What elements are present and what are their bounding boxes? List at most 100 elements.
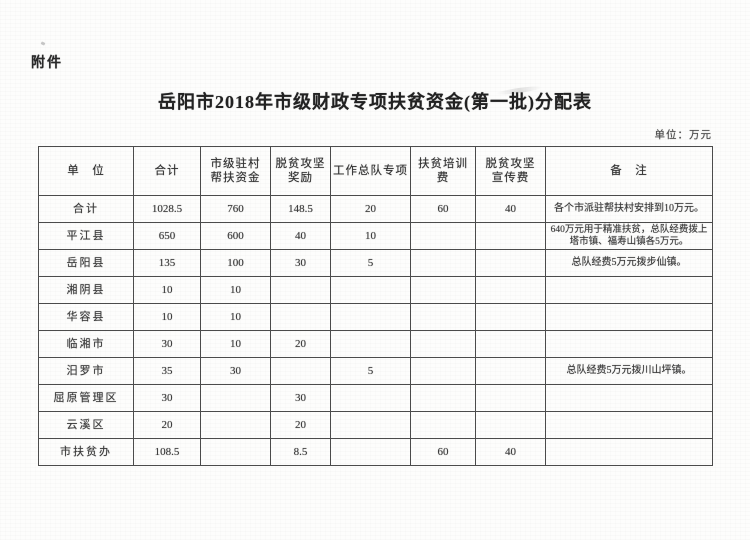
- cell-unit: 平江县: [38, 222, 134, 250]
- cell-reward: 30: [270, 384, 331, 412]
- document-title: 岳阳市2018年市级财政专项扶贫资金(第一批)分配表: [158, 92, 592, 112]
- cell-remark: [545, 330, 713, 358]
- attachment-label: 附件: [31, 56, 63, 71]
- cell-work-team: [330, 384, 411, 412]
- cell-total: 20: [133, 411, 201, 439]
- table-row: 汨罗市 35 30 5 总队经费5万元拨川山坪镇。: [38, 357, 713, 385]
- cell-work-team: [330, 411, 411, 439]
- cell-remark: [545, 438, 713, 466]
- cell-total: 10: [133, 303, 201, 331]
- cell-total: 10: [133, 276, 201, 304]
- cell-unit: 湘阴县: [38, 276, 134, 304]
- cell-village-fund: 600: [200, 222, 271, 250]
- cell-total: 108.5: [133, 438, 201, 466]
- header-work-team-special: 工作总队专项: [330, 146, 411, 196]
- cell-work-team: [330, 303, 411, 331]
- cell-work-team: [330, 276, 411, 304]
- cell-unit: 汨罗市: [38, 357, 134, 385]
- table-header-row: 单 位 合计 市级驻村 帮扶资金 脱贫攻坚 奖励 工作总队专项 扶贫培训费 脱贫…: [38, 146, 713, 196]
- cell-training: [410, 222, 476, 250]
- cell-publicity: 40: [475, 438, 546, 466]
- cell-work-team: 10: [330, 222, 411, 250]
- cell-total: 35: [133, 357, 201, 385]
- cell-reward: 148.5: [270, 195, 331, 223]
- cell-training: [410, 303, 476, 331]
- cell-total: 650: [133, 222, 201, 250]
- cell-work-team: [330, 438, 411, 466]
- cell-remark: 总队经费5万元拨步仙镇。: [545, 249, 713, 277]
- cell-publicity: 40: [475, 195, 546, 223]
- cell-reward: 40: [270, 222, 331, 250]
- cell-publicity: [475, 303, 546, 331]
- cell-reward: [270, 357, 331, 385]
- table-row: 屈原管理区 30 30: [38, 384, 713, 412]
- cell-training: [410, 384, 476, 412]
- cell-reward: 30: [270, 249, 331, 277]
- cell-remark: 640万元用于精准扶贫，总队经费拨上塔市镇、福寿山镇各5万元。: [545, 222, 713, 250]
- cell-training: [410, 276, 476, 304]
- scan-artifact-speck: [40, 41, 46, 46]
- header-village-assistance-fund: 市级驻村 帮扶资金: [200, 146, 271, 196]
- header-unit: 单 位: [38, 146, 134, 196]
- cell-unit: 合计: [38, 195, 134, 223]
- unit-note: 单位：万元: [654, 130, 712, 141]
- cell-reward: [270, 276, 331, 304]
- cell-unit: 临湘市: [38, 330, 134, 358]
- cell-total: 30: [133, 330, 201, 358]
- cell-training: [410, 249, 476, 277]
- cell-work-team: [330, 330, 411, 358]
- cell-unit: 云溪区: [38, 411, 134, 439]
- cell-total: 1028.5: [133, 195, 201, 223]
- table-row: 云溪区 20 20: [38, 411, 713, 439]
- cell-remark: [545, 411, 713, 439]
- table-row: 岳阳县 135 100 30 5 总队经费5万元拨步仙镇。: [38, 249, 713, 277]
- cell-publicity: [475, 222, 546, 250]
- table-row: 平江县 650 600 40 10 640万元用于精准扶贫，总队经费拨上塔市镇、…: [38, 222, 713, 250]
- cell-unit: 岳阳县: [38, 249, 134, 277]
- table-row: 临湘市 30 10 20: [38, 330, 713, 358]
- cell-publicity: [475, 384, 546, 412]
- cell-village-fund: 760: [200, 195, 271, 223]
- table-row: 市扶贫办 108.5 8.5 60 40: [38, 438, 713, 466]
- cell-publicity: [475, 249, 546, 277]
- cell-reward: 20: [270, 330, 331, 358]
- cell-training: 60: [410, 438, 476, 466]
- cell-unit: 华容县: [38, 303, 134, 331]
- cell-work-team: 5: [330, 249, 411, 277]
- cell-publicity: [475, 276, 546, 304]
- cell-training: [410, 330, 476, 358]
- cell-village-fund: 100: [200, 249, 271, 277]
- cell-training: 60: [410, 195, 476, 223]
- cell-village-fund: 10: [200, 330, 271, 358]
- cell-remark: [545, 384, 713, 412]
- allocation-table: 单 位 合计 市级驻村 帮扶资金 脱贫攻坚 奖励 工作总队专项 扶贫培训费 脱贫…: [38, 146, 713, 466]
- cell-publicity: [475, 411, 546, 439]
- cell-publicity: [475, 357, 546, 385]
- cell-training: [410, 357, 476, 385]
- cell-remark: [545, 276, 713, 304]
- cell-village-fund: 10: [200, 276, 271, 304]
- cell-work-team: 5: [330, 357, 411, 385]
- cell-remark: 总队经费5万元拨川山坪镇。: [545, 357, 713, 385]
- table-row: 合计 1028.5 760 148.5 20 60 40 各个市派驻帮扶村安排到…: [38, 195, 713, 223]
- cell-publicity: [475, 330, 546, 358]
- cell-village-fund: [200, 411, 271, 439]
- header-total: 合计: [133, 146, 201, 196]
- header-publicity-fee: 脱贫攻坚 宣传费: [475, 146, 546, 196]
- cell-reward: 20: [270, 411, 331, 439]
- table-row: 湘阴县 10 10: [38, 276, 713, 304]
- cell-total: 30: [133, 384, 201, 412]
- cell-village-fund: [200, 438, 271, 466]
- header-training-fee: 扶贫培训费: [410, 146, 476, 196]
- table-row: 华容县 10 10: [38, 303, 713, 331]
- cell-remark: [545, 303, 713, 331]
- cell-village-fund: 10: [200, 303, 271, 331]
- header-remarks: 备 注: [545, 146, 713, 196]
- cell-unit: 市扶贫办: [38, 438, 134, 466]
- header-poverty-reward: 脱贫攻坚 奖励: [270, 146, 331, 196]
- cell-village-fund: [200, 384, 271, 412]
- cell-work-team: 20: [330, 195, 411, 223]
- cell-remark: 各个市派驻帮扶村安排到10万元。: [545, 195, 713, 223]
- cell-village-fund: 30: [200, 357, 271, 385]
